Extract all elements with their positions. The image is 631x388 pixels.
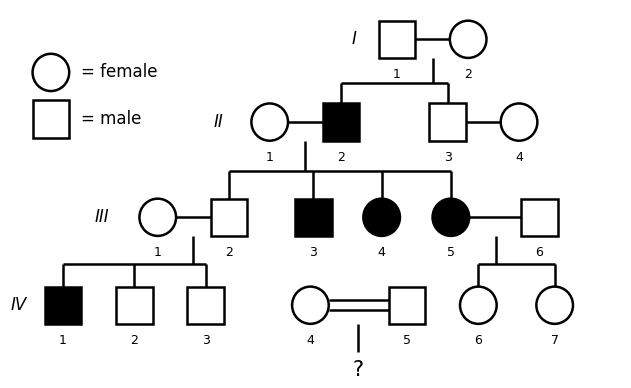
Text: 3: 3	[202, 334, 209, 347]
Text: = female: = female	[81, 63, 158, 81]
Bar	[430, 104, 466, 141]
Text: 6: 6	[475, 334, 482, 347]
Text: II: II	[214, 113, 224, 131]
Bar	[33, 100, 69, 138]
Text: 1: 1	[59, 334, 67, 347]
Text: ?: ?	[353, 360, 364, 380]
Ellipse shape	[501, 104, 538, 141]
Text: 4: 4	[307, 334, 314, 347]
Bar	[116, 287, 153, 324]
Text: = male: = male	[81, 110, 142, 128]
Ellipse shape	[251, 104, 288, 141]
Ellipse shape	[536, 287, 573, 324]
Text: 2: 2	[225, 246, 233, 259]
Text: 5: 5	[447, 246, 455, 259]
Text: 1: 1	[393, 68, 401, 81]
Text: 4: 4	[515, 151, 523, 164]
Ellipse shape	[432, 199, 469, 236]
Bar	[187, 287, 224, 324]
Text: 1: 1	[154, 246, 162, 259]
Bar	[379, 21, 415, 58]
Ellipse shape	[292, 287, 329, 324]
Bar	[521, 199, 558, 236]
Text: 2: 2	[131, 334, 138, 347]
Bar	[45, 287, 81, 324]
Ellipse shape	[460, 287, 497, 324]
Text: 1: 1	[266, 151, 274, 164]
Text: III: III	[95, 208, 109, 226]
Ellipse shape	[139, 199, 176, 236]
Text: 3: 3	[310, 246, 317, 259]
Text: 2: 2	[337, 151, 345, 164]
Text: 3: 3	[444, 151, 452, 164]
Bar	[211, 199, 247, 236]
Bar	[295, 199, 332, 236]
Text: IV: IV	[10, 296, 27, 314]
Ellipse shape	[450, 21, 487, 58]
Bar	[322, 104, 359, 141]
Text: 6: 6	[536, 246, 543, 259]
Text: 4: 4	[378, 246, 386, 259]
Bar	[389, 287, 425, 324]
Text: 2: 2	[464, 68, 472, 81]
Ellipse shape	[363, 199, 400, 236]
Text: I: I	[351, 30, 357, 48]
Ellipse shape	[33, 54, 69, 91]
Text: 5: 5	[403, 334, 411, 347]
Text: 7: 7	[551, 334, 558, 347]
